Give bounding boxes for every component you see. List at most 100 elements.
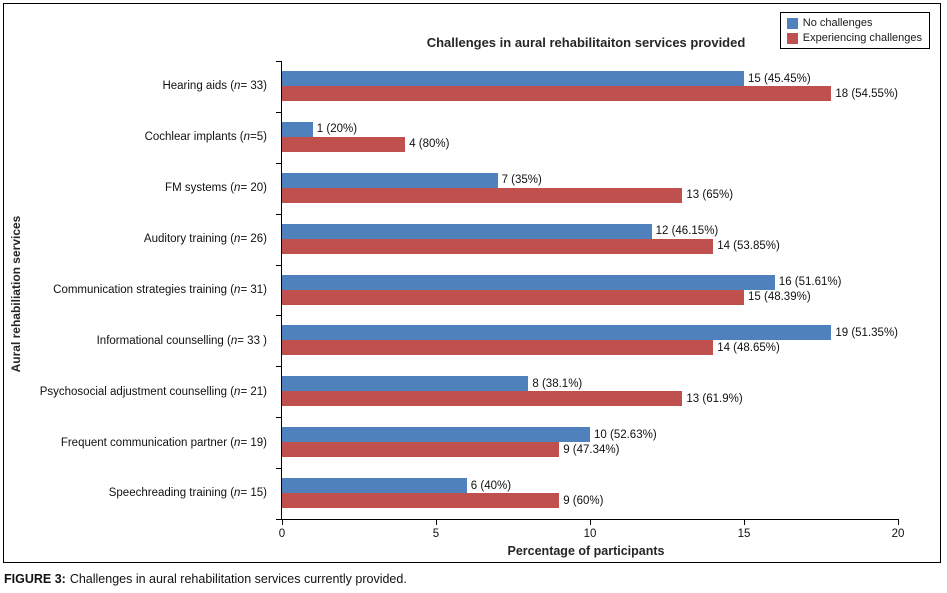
y-axis-tick [276,366,281,368]
bar-group: 15 (45.45%) 18 (54.55%) [282,61,898,112]
bar-value-label: 9 (47.34%) [563,443,620,456]
x-axis-tick-label: 0 [278,528,286,540]
y-axis-tick [276,468,281,470]
bar-group: 8 (38.1%) 13 (61.9%) [282,366,898,417]
bar-group: 19 (51.35%) 14 (48.65%) [282,315,898,366]
legend-swatch-red [786,32,798,44]
bar-no-challenges: 19 (51.35%) [282,325,898,341]
category-label: Hearing aids (n = 33) [162,80,267,93]
bar-group: 10 (52.63%) 9 (47.34%) [282,417,898,468]
x-axis-tick-label: 20 [891,528,905,540]
y-axis-tick [276,315,281,317]
chart-title: Challenges in aural rehabilitaiton servi… [426,35,746,50]
y-axis-tick [276,519,281,520]
bar-group: 1 (20%) 4 (80%) [282,112,898,163]
bar-value-label: 8 (38.1%) [532,377,583,390]
category-label: Cochlear implants (n =5) [144,131,267,144]
bar-rect [282,238,714,254]
bar-no-challenges: 15 (45.45%) [282,71,898,86]
figure-caption-prefix: FIGURE 3: [4,572,66,586]
bar-experiencing-challenges: 9 (60%) [282,493,898,508]
bar-experiencing-challenges: 4 (80%) [282,136,898,152]
legend: No challenges Experiencing challenges [779,12,930,49]
bar-value-label: 15 (48.39%) [748,291,811,303]
bar-value-label: 19 (51.35%) [835,326,898,339]
x-axis-tick [281,519,283,525]
bar-no-challenges: 10 (52.63%) [282,427,898,443]
legend-item-experiencing-challenges: Experiencing challenges [786,32,922,44]
bar-value-label: 1 (20%) [316,123,358,136]
bar-value-label: 13 (65%) [686,189,734,202]
x-axis-tick [743,519,745,525]
bar-rect [282,478,467,493]
category-label: Speechreading training (n = 15) [108,487,267,500]
bar-value-label: 13 (61.9%) [686,392,743,405]
bar-group: 12 (46.15%) 14 (53.85%) [282,214,898,265]
legend-label-no-challenges: No challenges [802,17,873,29]
x-axis-tick-label: 5 [432,528,440,540]
y-axis-tick [276,162,281,164]
category-label: Informational counselling (n = 33 ) [96,334,267,347]
bar-no-challenges: 16 (51.61%) [282,274,898,290]
bar-rect [282,289,744,305]
bar-value-label: 14 (48.65%) [717,341,780,354]
y-axis-tick [276,213,281,215]
x-axis-tick-label: 15 [737,528,751,540]
bar-value-label: 7 (35%) [501,174,542,187]
category-label: Psychosocial adjustment counselling (n = … [39,385,267,398]
plot-area: 15 (45.45%) 18 (54.55%) 1 (20%) 4 (80%) 7 (3… [276,61,904,540]
bar-experiencing-challenges: 13 (65%) [282,187,898,203]
x-axis-tick-label: 10 [583,528,597,540]
bar-experiencing-challenges: 14 (48.65%) [282,340,898,356]
bar-group: 7 (35%) 13 (65%) [282,163,898,214]
bar-value-label: 12 (46.15%) [655,225,719,238]
legend-item-no-challenges: No challenges [786,17,922,29]
x-axis-tick [897,519,899,525]
bar-rect [282,493,560,508]
bar-value-label: 4 (80%) [409,138,450,151]
bar-group: 6 (40%) 9 (60%) [282,468,898,519]
bar-no-challenges: 8 (38.1%) [282,376,898,392]
bar-rect [282,340,714,356]
bar-no-challenges: 1 (20%) [282,121,898,137]
category-label: Communication strategies training (n = 31… [53,283,267,296]
bar-value-label: 10 (52.63%) [594,428,657,441]
bar-value-label: 14 (53.85%) [717,240,780,253]
bar-rect [282,86,832,101]
bar-rect [282,121,313,137]
chart-border-box: Challenges in aural rehabilitaiton servi… [3,3,941,563]
bar-experiencing-challenges: 9 (47.34%) [282,442,898,458]
bar-experiencing-challenges: 18 (54.55%) [282,86,898,101]
y-axis-tick [276,264,281,266]
figure-caption: FIGURE 3: Challenges in aural rehabilitat… [4,572,407,586]
bar-no-challenges: 12 (46.15%) [282,223,898,239]
bar-rect [282,325,832,341]
category-label: FM systems (n = 20) [165,182,267,195]
bar-value-label: 15 (45.45%) [748,72,811,85]
bar-no-challenges: 7 (35%) [282,172,898,188]
bar-rect [282,274,775,290]
legend-label-experiencing-challenges: Experiencing challenges [802,32,922,44]
bar-experiencing-challenges: 13 (61.9%) [282,391,898,407]
bar-rect [282,391,683,407]
bar-experiencing-challenges: 15 (48.39%) [282,289,898,305]
bar-rect [282,136,406,152]
bar-rect [282,71,744,86]
category-axis-labels: Hearing aids (n = 33) Cochlear implants (n… [40,61,274,519]
category-label: Auditory training (n = 26) [143,233,267,246]
bar-group: 16 (51.61%) 15 (48.39%) [282,265,898,316]
bar-value-label: 9 (60%) [563,494,604,507]
y-axis-tick [276,417,281,419]
bar-experiencing-challenges: 14 (53.85%) [282,238,898,254]
y-axis-title: Aural rehabiliation services [9,215,23,373]
x-axis-tick [435,519,437,525]
bar-rect [282,187,683,203]
bar-value-label: 16 (51.61%) [778,276,842,288]
bar-rect [282,442,560,458]
y-axis-tick [276,61,281,62]
legend-swatch-blue [786,17,798,29]
bar-value-label: 6 (40%) [470,479,512,492]
x-axis-tick [589,519,591,525]
figure-caption-text: Challenges in aural rehabilitation servi… [69,572,407,586]
